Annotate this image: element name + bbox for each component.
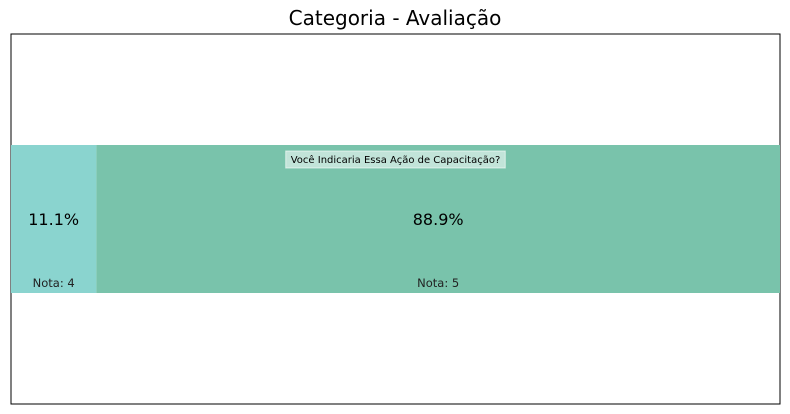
bar-segments: 11.1% Nota: 4 88.9% Nota: 5 [11, 145, 780, 293]
value-label-2: 88.9% [413, 210, 464, 229]
question-label-background [285, 150, 506, 169]
question-annotation: Você Indicaria Essa Ação de Capacitação? [285, 150, 506, 169]
value-label-1: 11.1% [28, 210, 79, 229]
chart-title: Categoria - Avaliação [289, 6, 502, 30]
bar-segment-2 [96, 145, 780, 293]
category-label-2: Nota: 5 [417, 276, 459, 290]
question-label: Você Indicaria Essa Ação de Capacitação? [291, 154, 501, 166]
category-label-1: Nota: 4 [33, 276, 75, 290]
bar-segment-1 [11, 145, 97, 293]
